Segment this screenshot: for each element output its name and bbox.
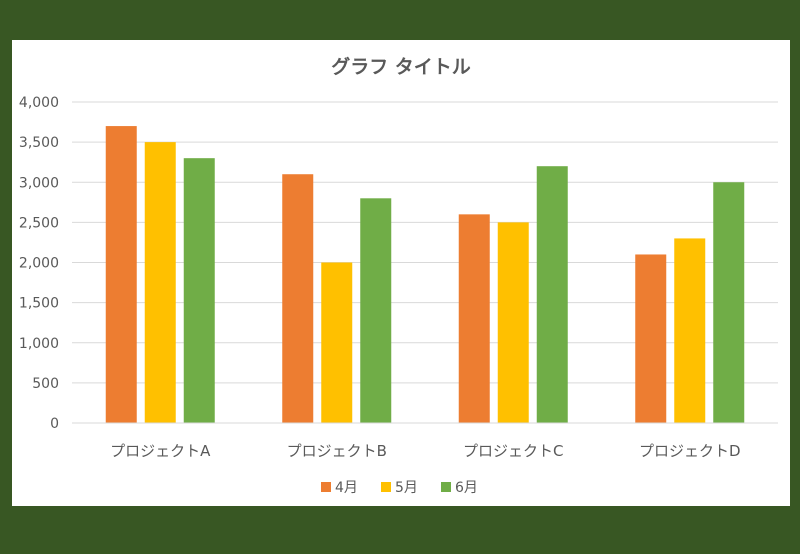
bar — [360, 198, 392, 423]
y-tick-label: 3,000 — [19, 175, 59, 191]
y-tick-label: 3,500 — [19, 135, 59, 151]
x-axis-category-labels: プロジェクトA プロジェクトB プロジェクトC プロジェクトD — [110, 442, 740, 460]
bar — [282, 174, 314, 423]
y-tick-label: 1,000 — [19, 336, 59, 352]
legend-swatch — [321, 482, 331, 492]
x-category-label: プロジェクトA — [110, 442, 211, 460]
legend-swatch — [381, 482, 391, 492]
legend-swatch — [441, 482, 451, 492]
legend-label: 4月 — [335, 480, 358, 496]
x-category-label: プロジェクトC — [463, 442, 563, 460]
x-category-label: プロジェクトB — [287, 442, 387, 460]
y-tick-label: 0 — [50, 416, 59, 432]
legend-label: 6月 — [455, 480, 478, 496]
legend: 4月 5月 6月 — [321, 480, 478, 496]
bar — [321, 262, 353, 423]
y-tick-label: 1,500 — [19, 296, 59, 312]
bar — [674, 238, 706, 423]
y-tick-label: 4,000 — [19, 95, 59, 111]
bar — [183, 158, 215, 424]
chart-panel: グラフ タイトル 0 500 1,000 1,500 2,000 2,500 3,000 3,… — [12, 40, 790, 506]
bar — [713, 182, 745, 423]
x-category-label: プロジェクトD — [639, 442, 741, 460]
bar — [144, 142, 176, 423]
legend-label: 5月 — [395, 480, 418, 496]
bars — [105, 126, 745, 424]
bar — [105, 126, 137, 423]
chart-title: グラフ タイトル — [331, 55, 471, 78]
bar — [635, 254, 667, 423]
y-tick-label: 2,500 — [19, 215, 59, 231]
bar — [497, 222, 529, 423]
gridlines — [72, 101, 778, 384]
bar — [536, 166, 568, 423]
bar — [458, 214, 490, 423]
y-tick-label: 2,000 — [19, 256, 59, 272]
bar-chart: グラフ タイトル 0 500 1,000 1,500 2,000 2,500 3,000 3,… — [19, 55, 778, 496]
y-axis-tick-labels: 0 500 1,000 1,500 2,000 2,500 3,000 3,500 4,000 — [19, 95, 59, 432]
y-tick-label: 500 — [32, 376, 59, 392]
